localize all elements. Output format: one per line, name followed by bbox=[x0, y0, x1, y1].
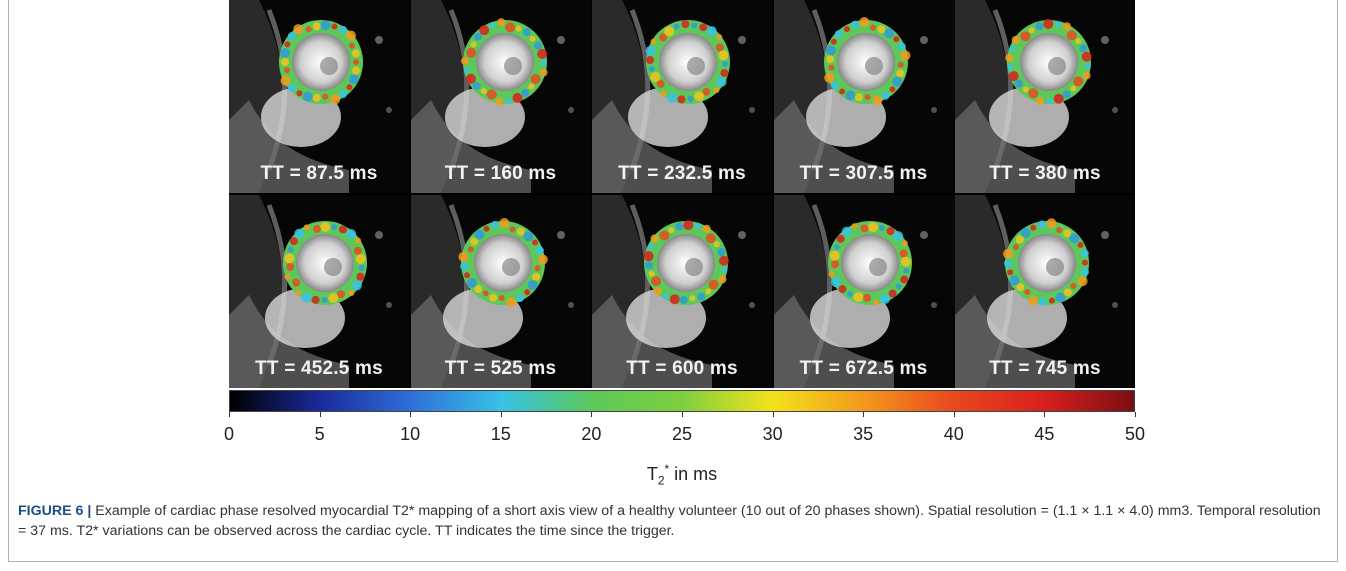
mri-panel-grid: TT = 87.5 ms TT = 160 ms bbox=[229, 0, 1135, 388]
colorbar-tick-label: 25 bbox=[671, 424, 693, 444]
mri-panel: TT = 232.5 ms bbox=[592, 0, 772, 193]
figure-label: FIGURE 6 | bbox=[18, 503, 92, 519]
mri-panel: TT = 452.5 ms bbox=[229, 195, 409, 388]
mri-image bbox=[229, 0, 409, 193]
tt-label: TT = 380 ms bbox=[989, 163, 1101, 184]
colorbar-tick bbox=[229, 412, 230, 417]
colorbar bbox=[229, 390, 1135, 412]
colorbar-tick bbox=[1135, 412, 1136, 417]
colorbar-label: T2* in ms bbox=[646, 462, 718, 488]
colorbar-tick bbox=[953, 412, 955, 417]
tt-label: TT = 307.5 ms bbox=[799, 163, 928, 184]
mri-panel: TT = 525 ms bbox=[410, 195, 591, 388]
tt-label: TT = 232.5 ms bbox=[618, 163, 746, 184]
mri-image bbox=[229, 195, 409, 388]
colorbar-tick-label: 5 bbox=[314, 424, 325, 444]
mri-panel: TT = 307.5 ms bbox=[773, 0, 954, 193]
colorbar-tick bbox=[500, 412, 502, 417]
mri-image bbox=[773, 0, 954, 193]
colorbar-ticks bbox=[229, 412, 1136, 422]
tt-label: TT = 600 ms bbox=[626, 358, 738, 379]
colorbar-tick-label: 10 bbox=[400, 424, 421, 444]
mri-image bbox=[955, 0, 1135, 193]
colorbar-tick-label: 0 bbox=[223, 424, 235, 444]
mri-panel: TT = 600 ms bbox=[592, 195, 772, 388]
colorbar-tick bbox=[1044, 412, 1046, 417]
caption-text: Example of cardiac phase resolved myocar… bbox=[18, 503, 1321, 539]
mri-panel: TT = 745 ms bbox=[955, 195, 1135, 388]
tt-label: TT = 87.5 ms bbox=[260, 163, 378, 184]
colorbar-tick-label: 35 bbox=[853, 424, 874, 444]
tt-label: TT = 745 ms bbox=[989, 358, 1101, 379]
colorbar-tick-label: 30 bbox=[762, 424, 783, 444]
colorbar-tick bbox=[591, 412, 593, 417]
colorbar-tick-label: 40 bbox=[943, 424, 964, 444]
colorbar-tick-label: 50 bbox=[1124, 424, 1146, 444]
mri-panel: TT = 672.5 ms bbox=[773, 195, 954, 388]
mri-panel: TT = 87.5 ms bbox=[229, 0, 409, 193]
mri-panel: TT = 380 ms bbox=[955, 0, 1135, 193]
colorbar-tick-label: 45 bbox=[1034, 424, 1055, 444]
figure-frame bbox=[8, 0, 1338, 562]
mri-image bbox=[773, 195, 954, 388]
colorbar-tick bbox=[682, 412, 683, 417]
colorbar-tick bbox=[863, 412, 865, 417]
colorbar-tick bbox=[772, 412, 774, 417]
mri-image bbox=[955, 195, 1135, 388]
mri-panel: TT = 160 ms bbox=[410, 0, 591, 193]
tt-label: TT = 452.5 ms bbox=[255, 358, 383, 379]
mri-image bbox=[410, 0, 591, 193]
colorbar-tick bbox=[319, 412, 321, 417]
tt-label: TT = 525 ms bbox=[444, 358, 557, 379]
colorbar-tick-label: 15 bbox=[490, 424, 511, 444]
mri-image bbox=[592, 195, 772, 388]
mri-image bbox=[410, 195, 591, 388]
colorbar-tick-label: 20 bbox=[581, 424, 602, 444]
tt-label: TT = 672.5 ms bbox=[799, 358, 928, 379]
figure-caption: FIGURE 6 | Example of cardiac phase reso… bbox=[18, 501, 1328, 541]
mri-image bbox=[592, 0, 772, 193]
colorbar-tick bbox=[410, 412, 412, 417]
tt-label: TT = 160 ms bbox=[444, 163, 557, 184]
